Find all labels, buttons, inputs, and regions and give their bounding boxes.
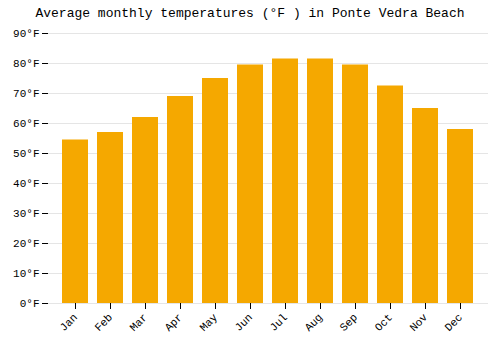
svg-text:Nov: Nov: [408, 311, 431, 334]
svg-text:0°F: 0°F: [20, 298, 40, 310]
svg-text:60°F: 60°F: [13, 118, 39, 130]
svg-text:20°F: 20°F: [13, 238, 39, 250]
svg-text:Aug: Aug: [303, 311, 325, 333]
svg-text:Oct: Oct: [373, 311, 395, 333]
svg-text:40°F: 40°F: [13, 178, 39, 190]
svg-text:50°F: 50°F: [13, 148, 39, 160]
svg-text:Jan: Jan: [58, 311, 80, 333]
svg-text:10°F: 10°F: [13, 268, 39, 280]
svg-text:90°F: 90°F: [13, 28, 39, 40]
svg-text:Mar: Mar: [128, 311, 150, 333]
svg-text:30°F: 30°F: [13, 208, 39, 220]
html-text:Average monthly temperatures (: Average monthly temperatures (°F ) in Po…: [35, 6, 465, 21]
svg-text:Sep: Sep: [338, 311, 360, 333]
svg-text:80°F: 80°F: [13, 58, 39, 70]
svg-text:Jul: Jul: [268, 311, 290, 333]
svg-text:Jun: Jun: [233, 311, 255, 333]
svg-text:Dec: Dec: [443, 311, 465, 333]
svg-text:May: May: [198, 311, 221, 334]
svg-text:Feb: Feb: [93, 311, 115, 333]
svg-text:70°F: 70°F: [13, 88, 39, 100]
svg-text:Apr: Apr: [163, 311, 185, 333]
